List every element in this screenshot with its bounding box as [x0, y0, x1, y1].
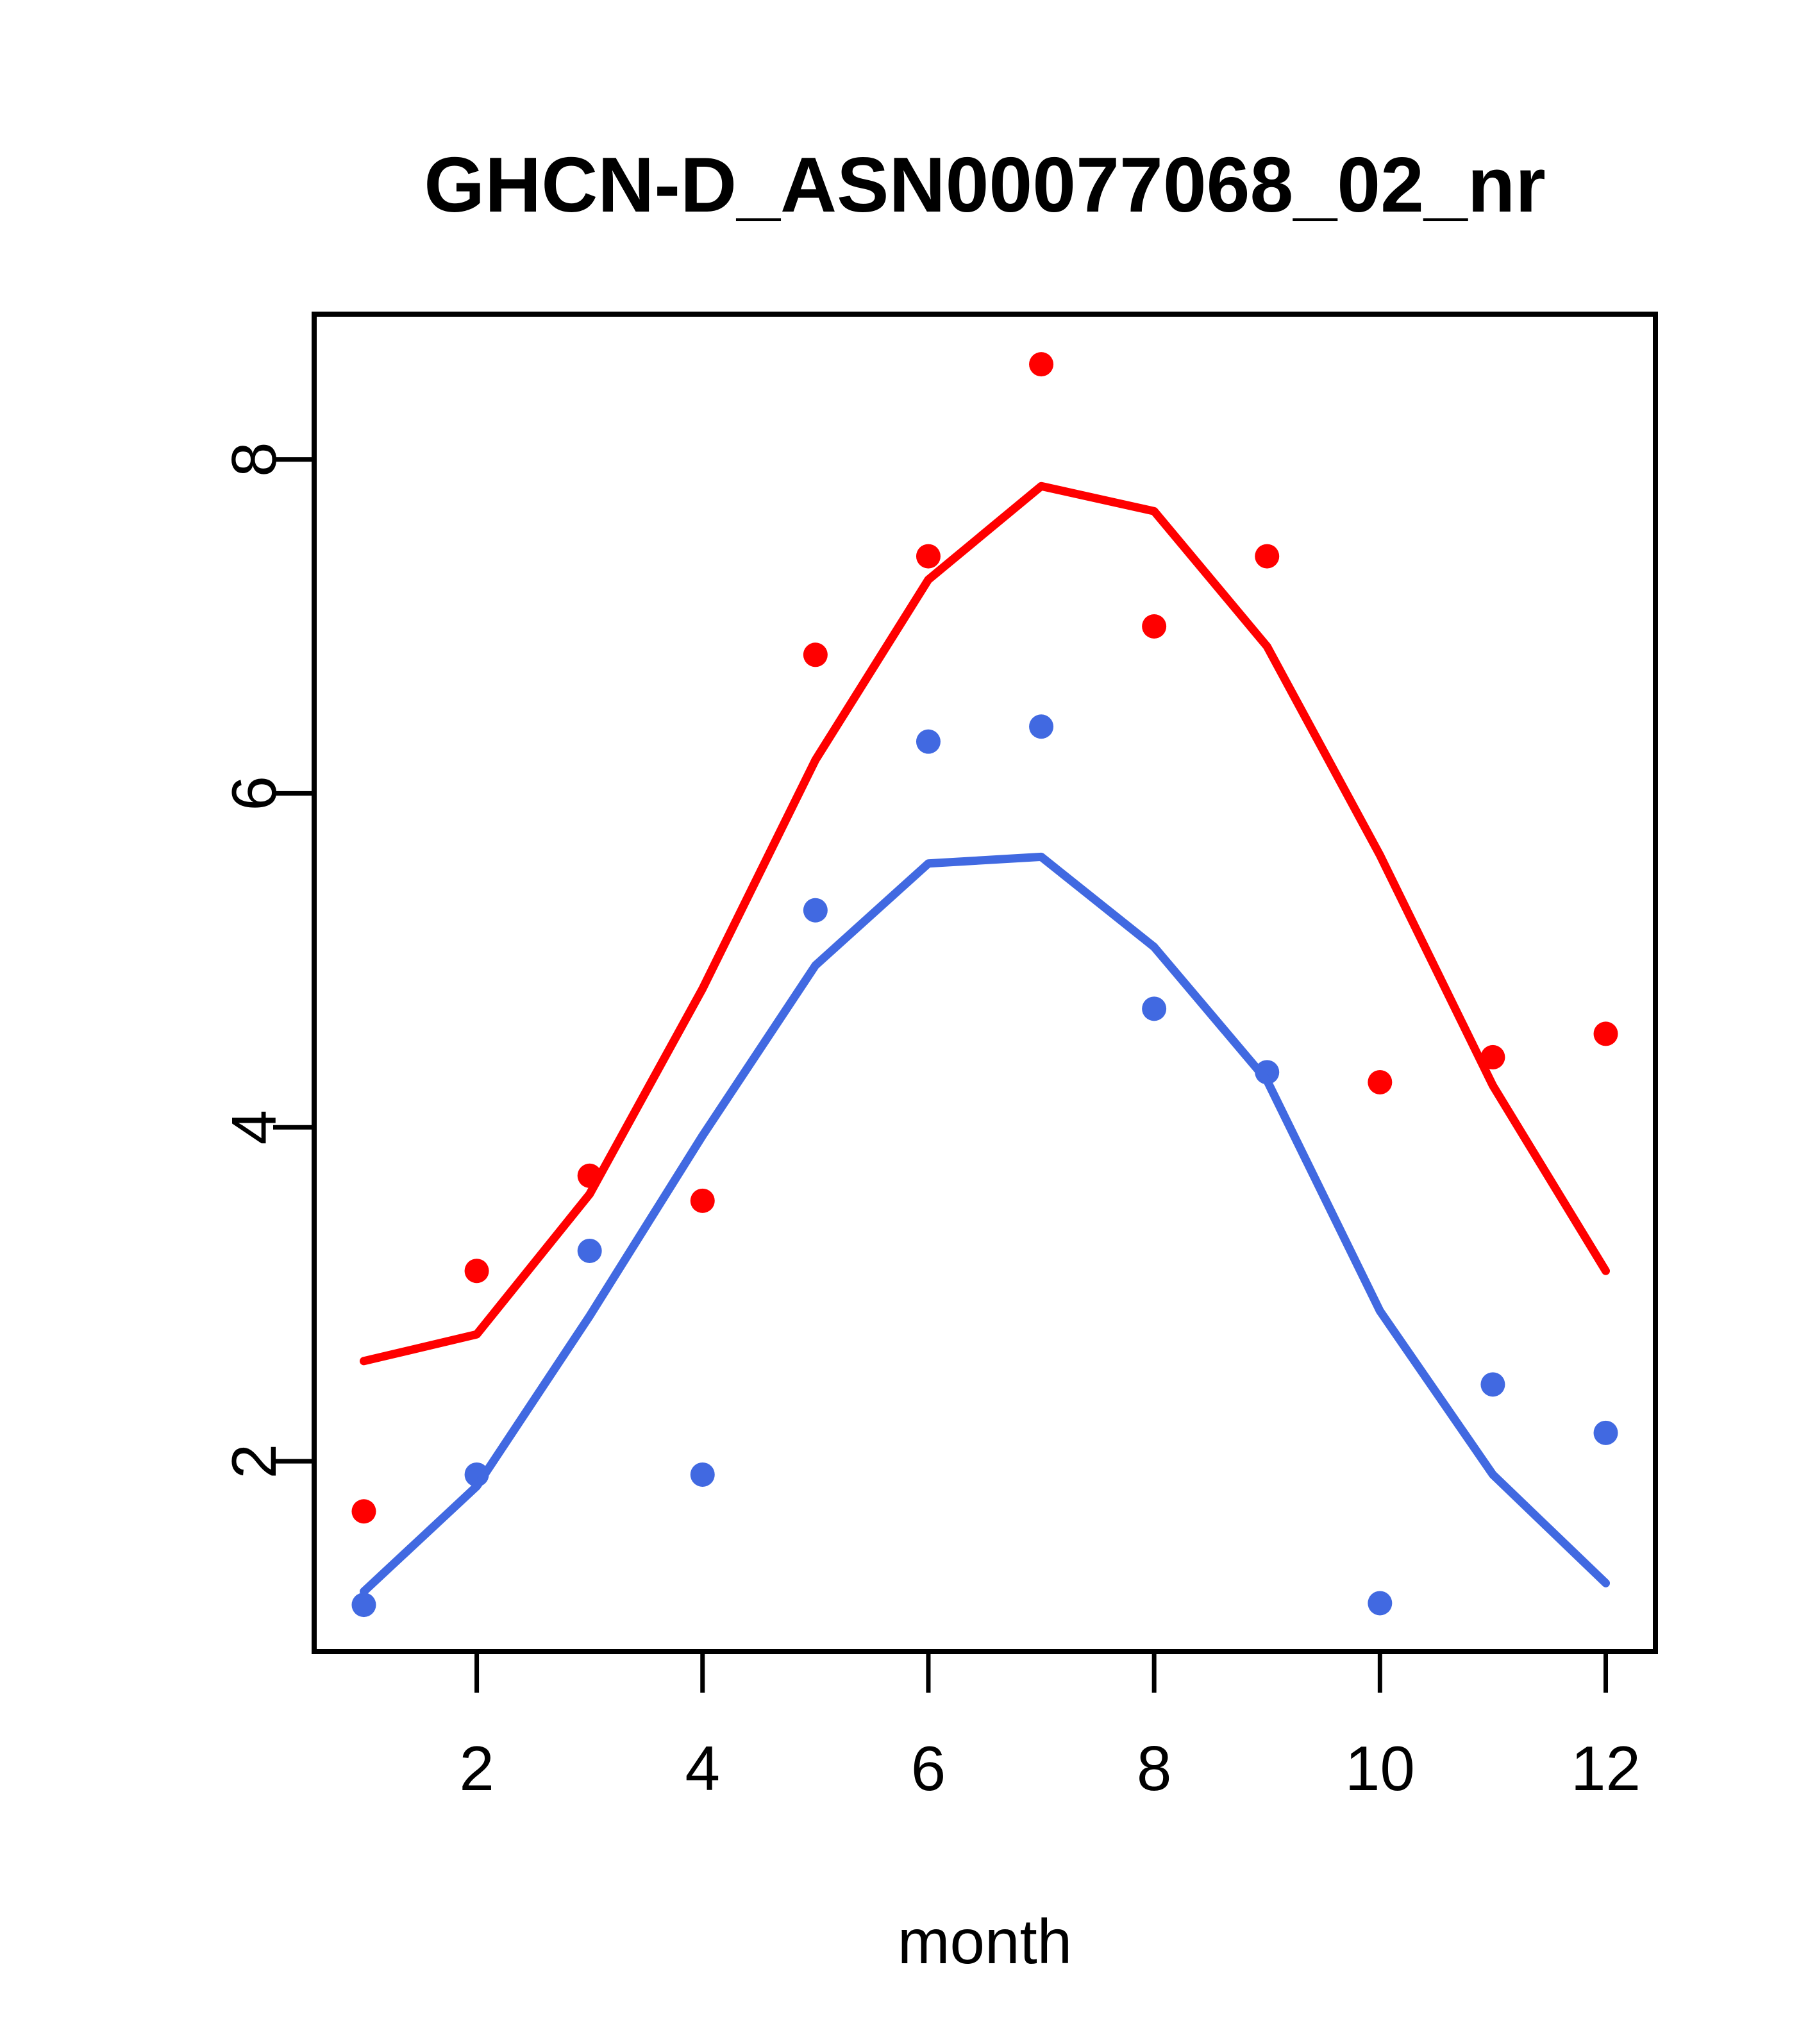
chart-title: GHCN-D_ASN00077068_02_nr: [424, 141, 1546, 228]
blue-point-month-7: [1029, 714, 1054, 739]
blue-smooth-line: [359, 852, 1611, 1596]
y-tick-label: 8: [219, 442, 289, 477]
red-point-month-9: [1255, 544, 1280, 569]
blue-point-month-6: [916, 729, 941, 754]
blue-point-month-5: [803, 898, 828, 923]
red-point-month-2: [464, 1259, 489, 1284]
red-point-month-1: [351, 1499, 376, 1524]
x-tick-label: 10: [1345, 1733, 1415, 1804]
x-axis-title: month: [898, 1906, 1072, 1977]
x-tick-label: 6: [911, 1733, 946, 1804]
y-tick-label: 4: [219, 1110, 289, 1145]
x-axis: 2 4 6 8 10 12: [459, 1652, 1641, 1804]
blue-point-month-8: [1142, 996, 1167, 1021]
red-smooth-line: [359, 482, 1611, 1366]
red-point-month-5: [803, 642, 828, 667]
blue-point-month-3: [577, 1238, 602, 1263]
red-point-month-4: [690, 1188, 715, 1213]
red-point-month-8: [1142, 614, 1167, 639]
blue-point-month-11: [1480, 1372, 1505, 1397]
y-tick-label: 6: [219, 776, 289, 811]
x-tick-label: 4: [685, 1733, 721, 1804]
y-tick-label: 2: [219, 1444, 289, 1479]
series-layer: [351, 352, 1618, 1618]
blue-point-month-4: [690, 1462, 715, 1487]
x-tick-label: 8: [1137, 1733, 1172, 1804]
y-axis: 2 4 6 8: [219, 442, 314, 1479]
x-tick-label: 2: [459, 1733, 494, 1804]
red-point-month-10: [1368, 1069, 1393, 1094]
red-point-month-11: [1480, 1044, 1505, 1069]
x-tick-label: 12: [1571, 1733, 1641, 1804]
red-point-month-6: [916, 544, 941, 569]
red-point-month-7: [1029, 352, 1054, 377]
blue-point-month-12: [1593, 1420, 1618, 1445]
blue-point-month-10: [1368, 1591, 1393, 1616]
red-point-month-12: [1593, 1021, 1618, 1046]
plot-box: [312, 312, 1658, 1654]
blue-point-month-1: [351, 1593, 376, 1618]
